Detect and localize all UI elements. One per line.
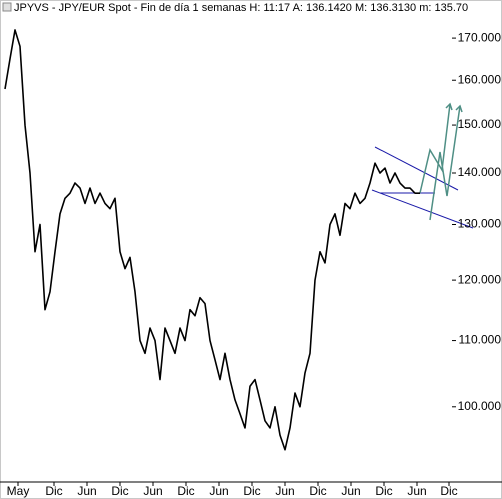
projection-b [429, 105, 461, 221]
x-tick-label: Jun [143, 484, 162, 498]
x-tick-label: Jun [341, 484, 360, 498]
x-tick-label: Jun [209, 484, 228, 498]
y-tick-label: 130.000 [458, 217, 502, 231]
x-tick-label: Dic [309, 484, 326, 498]
projection-a [419, 103, 451, 194]
channel-lower [371, 189, 474, 229]
x-tick-label: Dic [177, 484, 194, 498]
y-tick-label: 120.000 [458, 272, 502, 286]
x-tick-label: Dic [243, 484, 260, 498]
x-tick-label: Dic [440, 484, 457, 498]
x-tick-label: May [7, 484, 30, 498]
y-tick-label: 110.000 [459, 333, 502, 347]
price-line [4, 29, 420, 451]
arrow-head [445, 102, 453, 111]
x-tick-label: Jun [407, 484, 426, 498]
x-tick-label: Jun [77, 484, 96, 498]
chart-title: JPYVS - JPY/EUR Spot - Fin de día 1 sema… [14, 2, 468, 14]
icon [2, 2, 12, 12]
y-tick-label: 160.000 [458, 72, 502, 86]
x-tick-label: Dic [375, 484, 392, 498]
y-tick-label: 140.000 [458, 165, 502, 179]
y-tick-label: 170.000 [458, 30, 502, 44]
projection-arrows [419, 102, 463, 221]
y-tick-label: 150.000 [458, 117, 502, 131]
y-tick-label: 100.000 [458, 399, 502, 413]
x-tick-label: Dic [111, 484, 128, 498]
x-tick-label: Jun [275, 484, 294, 498]
x-tick-label: Dic [45, 484, 62, 498]
arrow-head [455, 104, 463, 113]
